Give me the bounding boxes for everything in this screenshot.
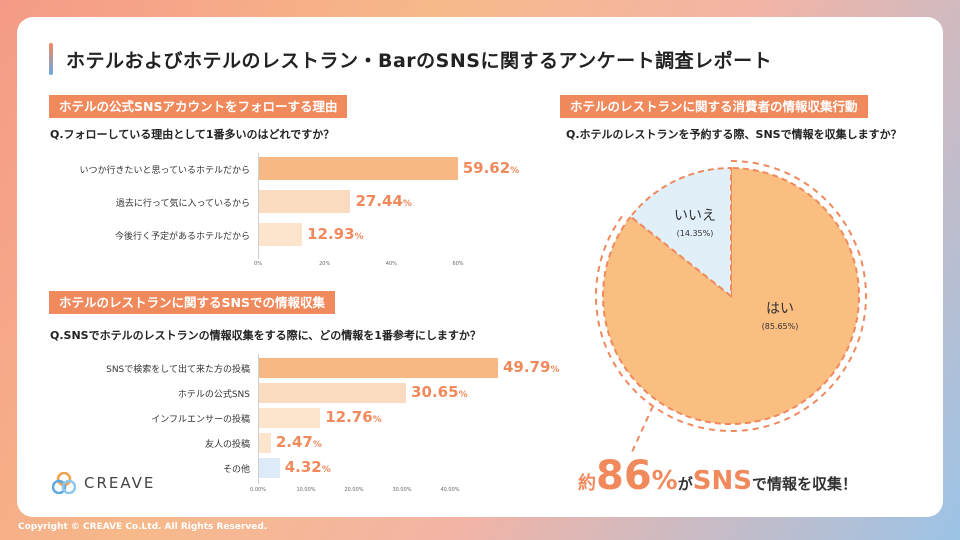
bar-value-label: 4.32%: [284, 458, 331, 476]
pie-no-value: (14.35%): [676, 229, 714, 238]
bar-value-label: 59.62%: [462, 158, 520, 177]
creave-logo-icon: [52, 472, 76, 494]
bar-value-label: 27.44%: [355, 191, 412, 210]
bar-value-label: 12.76%: [325, 408, 382, 426]
bar-category-label: いつか行きたいと思っているホテルだから: [79, 165, 250, 176]
pie-connector-line: [631, 405, 654, 453]
bar: [259, 458, 280, 478]
summary-prefix: 約: [578, 473, 596, 494]
bar-axis-line: [258, 354, 259, 484]
axis-tick-label: 0.00%: [250, 487, 266, 493]
pie-highlight-ring: [595, 160, 867, 432]
axis-tick-label: 0%: [254, 261, 262, 267]
bar-category-label: 過去に行って気に入っているから: [115, 198, 250, 209]
bar: [259, 408, 321, 428]
section2-question: Q.SNSでホテルのレストランの情報収集をする際に、どの情報を1番参考にしますか…: [50, 329, 481, 342]
bar-category-label: インフルエンサーの投稿: [151, 415, 250, 425]
section3-question: Q.ホテルのレストランを予約する際、SNSで情報を収集しますか？: [566, 128, 902, 141]
pie-no-text: いいえ: [674, 208, 716, 224]
bar: [259, 223, 303, 246]
pie-yes-value: (85.65%): [761, 322, 799, 331]
summary-suffix: で情報を収集！: [751, 475, 857, 493]
bar-category-label: 今後行く予定があるホテルだから: [114, 231, 250, 242]
copyright: Copyright © CREAVE Co.Ltd. All Rights Re…: [18, 522, 268, 532]
bar: [259, 433, 271, 453]
bar-value-label: 12.93%: [307, 224, 364, 243]
bar-value-label: 30.65%: [411, 383, 468, 401]
page-title: ホテルおよびホテルのレストラン・BarのSNSに関するアンケート調査レポート: [66, 50, 773, 72]
axis-tick-label: 60%: [452, 261, 464, 267]
bar-axis-line: [258, 153, 259, 259]
bar-category-label: 友人の投稿: [204, 440, 250, 450]
bar-category-label: ホテルの公式SNS: [177, 390, 250, 400]
creave-logo: CREAVE: [52, 472, 155, 494]
axis-tick-label: 20%: [319, 261, 331, 267]
pie-label-yes: はい (85.65%): [740, 298, 820, 331]
bar: [259, 358, 498, 378]
bar: [259, 383, 407, 403]
summary-mid: が: [677, 475, 693, 493]
bar-category-label: SNSで検索をして出て来た方の投稿: [106, 365, 250, 375]
bar-category-label: その他: [222, 465, 250, 475]
bar: [259, 157, 458, 180]
pie-slice: [629, 166, 732, 299]
axis-tick-label: 30.00%: [392, 487, 412, 493]
axis-tick-label: 40%: [385, 261, 397, 267]
section1-label: ホテルの公式SNSアカウントをフォローする理由: [49, 95, 348, 118]
axis-tick-label: 40.00%: [440, 487, 460, 493]
section1-question: Q.フォローしている理由として1番多いのはどれですか？: [50, 128, 335, 141]
section3-label: ホテルのレストランに関する消費者の情報収集行動: [560, 95, 868, 118]
pie-label-no: いいえ (14.35%): [655, 205, 735, 238]
bar-value-label: 2.47%: [275, 433, 322, 451]
summary-sns: SNS: [692, 466, 752, 496]
axis-tick-label: 20.00%: [344, 487, 364, 493]
bar: [259, 190, 351, 213]
pie-yes-text: はい: [766, 301, 794, 317]
section2-label: ホテルのレストランに関するSNSでの情報収集: [49, 291, 335, 314]
summary-number: 86: [596, 453, 652, 499]
title-accent-bar: [49, 43, 53, 75]
summary-headline: 約86%がSNSで情報を収集！: [578, 453, 857, 499]
summary-pct: %: [651, 466, 678, 496]
bar-value-label: 49.79%: [502, 358, 560, 376]
logo-text: CREAVE: [84, 474, 156, 492]
axis-tick-label: 10.00%: [296, 487, 316, 493]
